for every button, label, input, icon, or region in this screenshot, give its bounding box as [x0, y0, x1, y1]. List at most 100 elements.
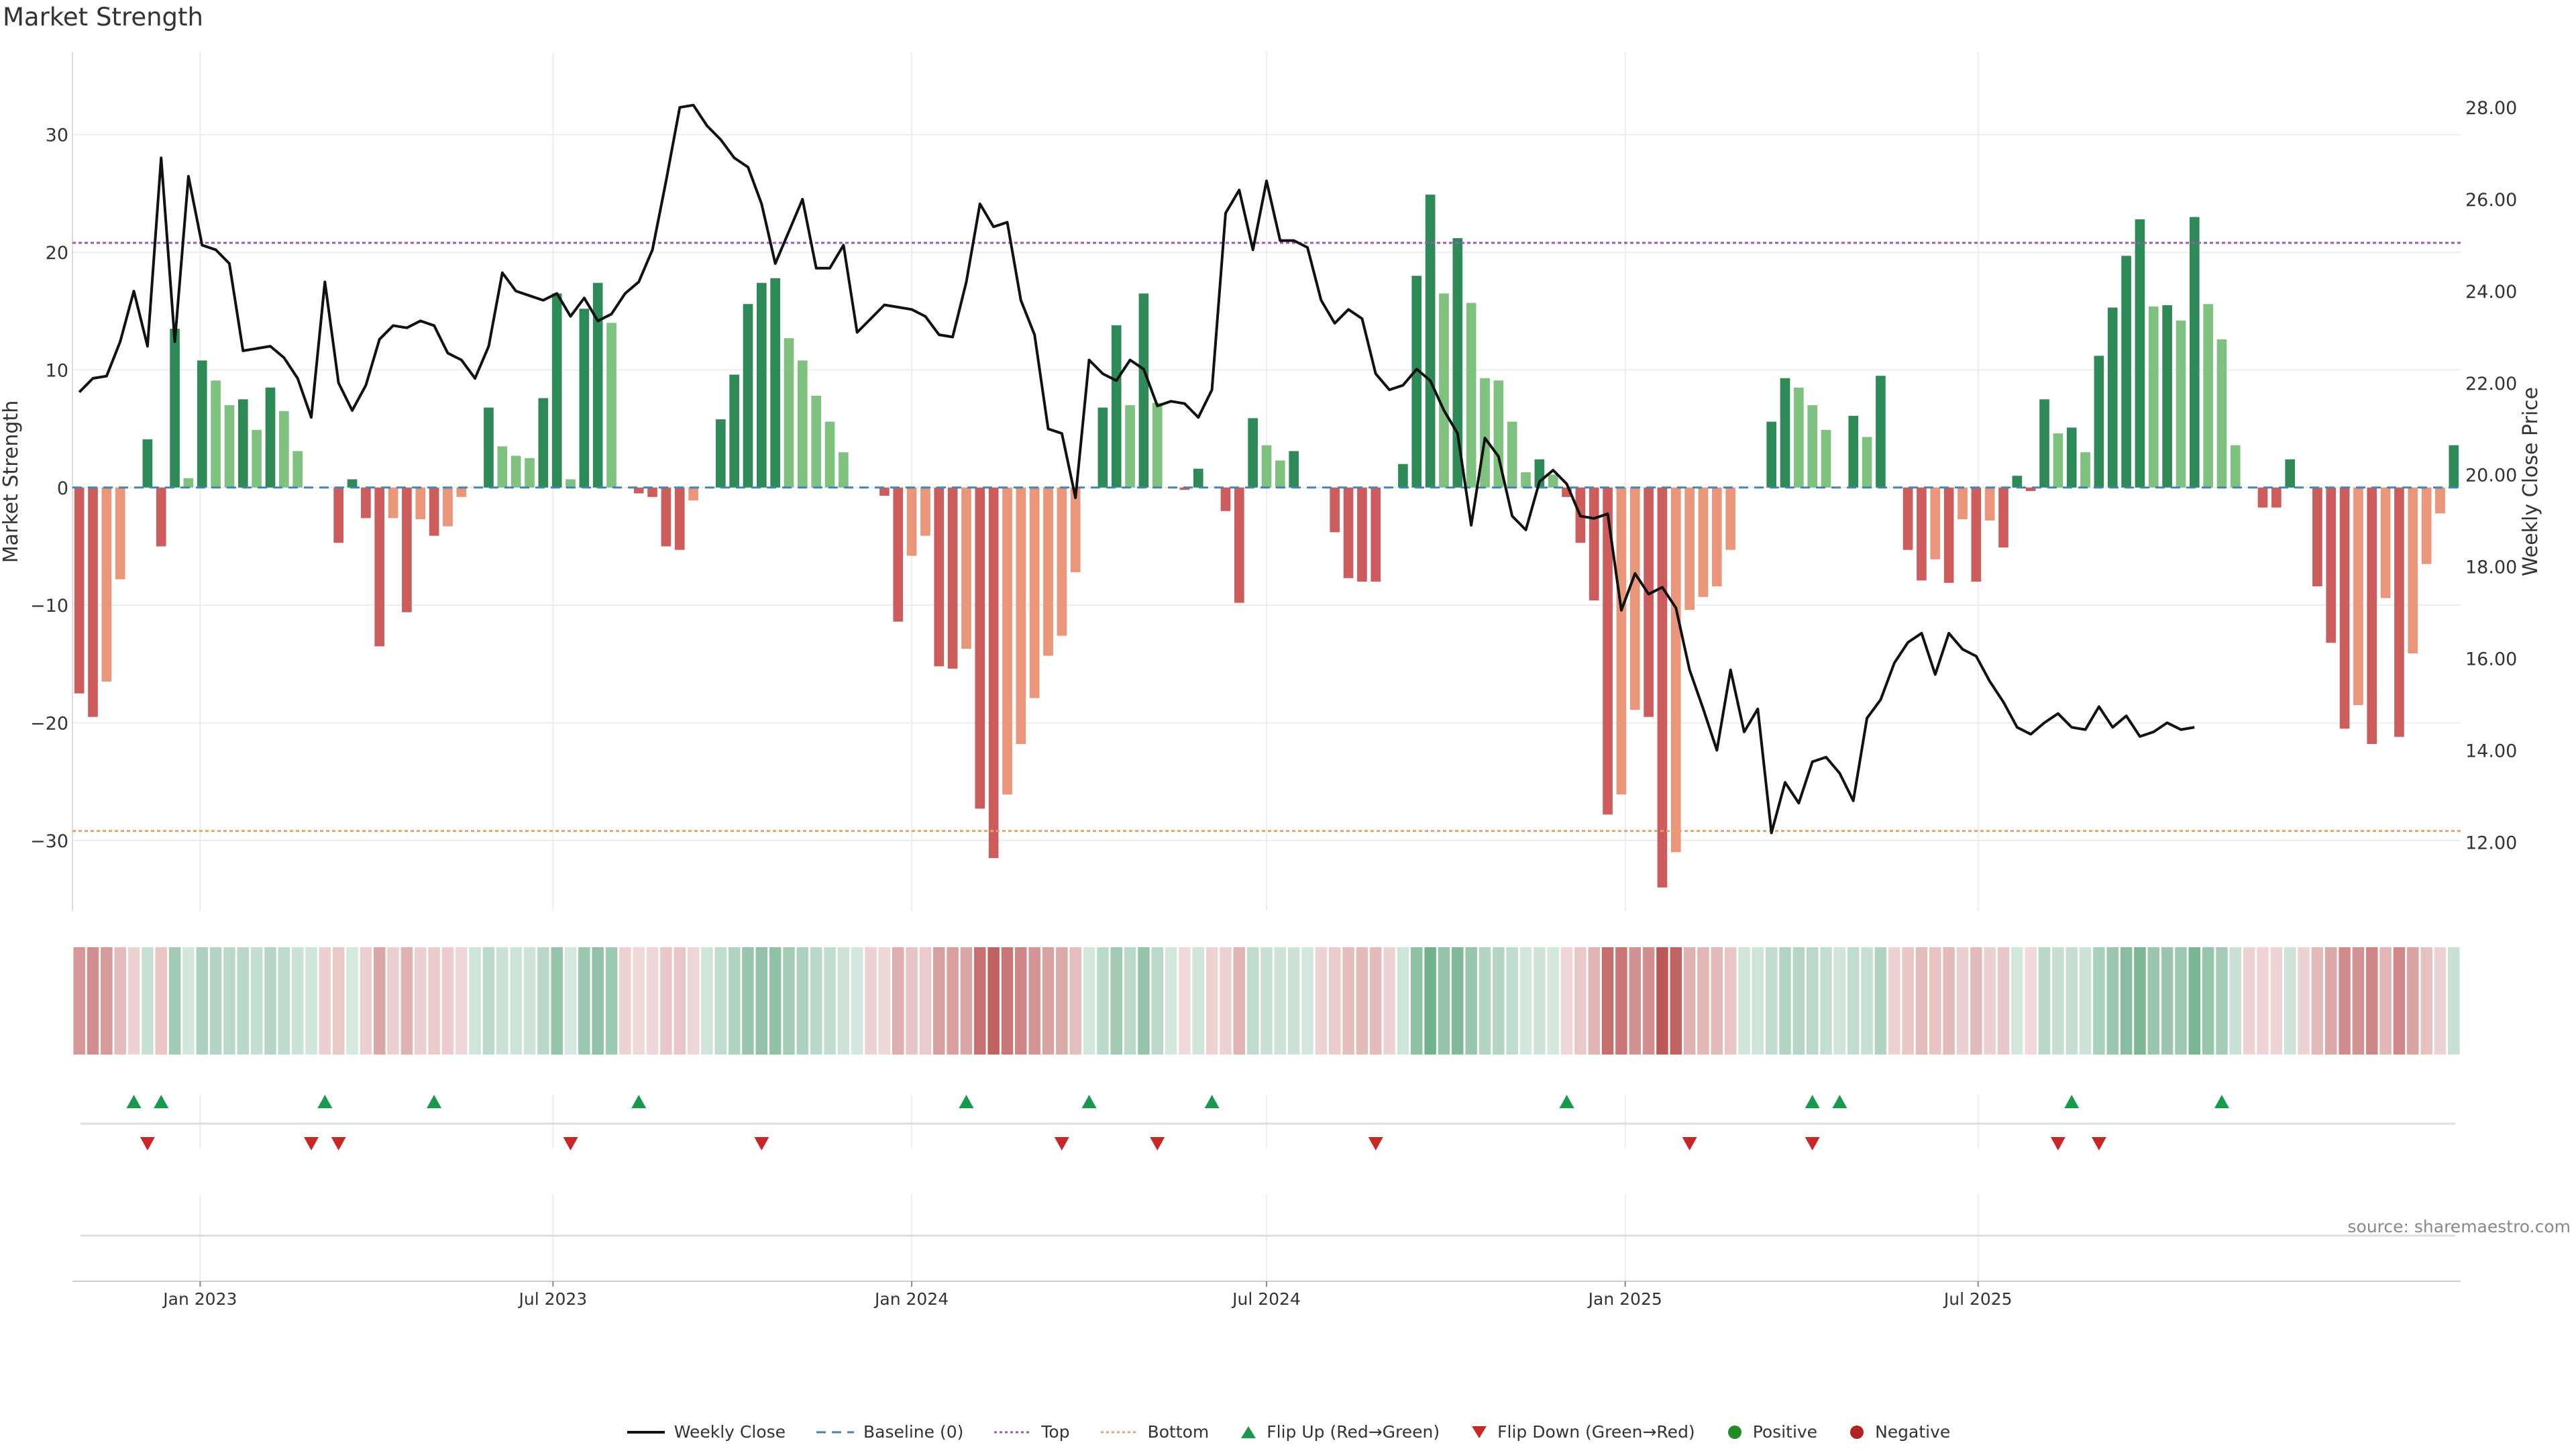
flip-down-marker	[1054, 1137, 1069, 1150]
legend-item-baseline[interactable]: Baseline (0)	[815, 1422, 963, 1442]
legend-item-negative[interactable]: Negative	[1847, 1422, 1950, 1442]
strength-bar	[2353, 487, 2363, 706]
flip-down-marker	[140, 1137, 155, 1150]
heat-cell	[2379, 947, 2392, 1055]
flip-up-marker	[1832, 1095, 1847, 1108]
heat-cell	[919, 947, 932, 1055]
y-tick-label: 0	[57, 478, 68, 499]
heat-cell	[1042, 947, 1055, 1055]
strength-bar	[1016, 487, 1026, 745]
heat-cell	[1847, 947, 1860, 1055]
strength-bar	[1657, 487, 1668, 888]
strength-bar	[142, 439, 153, 488]
heat-cell	[1929, 947, 1941, 1055]
legend-item-positive[interactable]: Positive	[1725, 1422, 1817, 1442]
strength-bar	[361, 487, 371, 519]
heat-cell	[2216, 947, 2228, 1055]
heat-cell	[2147, 947, 2160, 1055]
heat-cell	[2106, 947, 2119, 1055]
heat-cell	[2448, 947, 2460, 1055]
heat-cell	[237, 947, 250, 1055]
heat-cell	[1083, 947, 1095, 1055]
legend-item-weekly-close[interactable]: Weekly Close	[626, 1422, 786, 1442]
strength-bar	[1603, 487, 1613, 815]
heat-cell	[332, 947, 345, 1055]
heat-cell	[1629, 947, 1642, 1055]
heat-cell	[1452, 947, 1464, 1055]
strength-bar	[2326, 487, 2337, 643]
strength-bar	[633, 487, 644, 494]
heat-cell	[1328, 947, 1341, 1055]
strength-bar	[1521, 472, 1531, 488]
heat-cell	[1246, 947, 1259, 1055]
heat-cell	[1752, 947, 1764, 1055]
heat-cell	[1738, 947, 1750, 1055]
heat-cell	[1711, 947, 1723, 1055]
heat-cell	[974, 947, 986, 1055]
strength-bar	[1371, 487, 1381, 582]
heat-cell	[1547, 947, 1559, 1055]
legend-item-flip-down[interactable]: Flip Down (Green→Red)	[1469, 1422, 1695, 1442]
legend: Weekly Close Baseline (0) Top Bottom Fli…	[0, 1422, 2576, 1442]
flip-up-marker	[1805, 1095, 1820, 1108]
heat-cell	[414, 947, 427, 1055]
heat-cell	[592, 947, 604, 1055]
heat-cell	[2270, 947, 2283, 1055]
strength-bar	[1029, 487, 1040, 698]
heat-cell	[2052, 947, 2064, 1055]
heat-cell	[155, 947, 167, 1055]
heat-cell	[2161, 947, 2174, 1055]
strength-bar	[2421, 487, 2432, 564]
heat-cell	[674, 947, 686, 1055]
heat-cell	[1861, 947, 1873, 1055]
legend-item-flip-up[interactable]: Flip Up (Red→Green)	[1238, 1422, 1440, 1442]
heat-cell	[660, 947, 672, 1055]
strength-bar	[429, 487, 439, 536]
strength-bar	[388, 487, 398, 519]
strength-bar	[1452, 238, 1463, 488]
strength-bar	[333, 487, 344, 543]
strength-bar	[1261, 445, 1272, 488]
strength-bar	[1644, 487, 1654, 717]
strength-bar	[2203, 304, 2213, 488]
heat-cell	[2243, 947, 2255, 1055]
strength-bar	[1917, 487, 1927, 581]
heat-cell	[1588, 947, 1600, 1055]
legend-item-top[interactable]: Top	[993, 1422, 1070, 1442]
legend-item-bottom[interactable]: Bottom	[1099, 1422, 1209, 1442]
heat-cell	[1670, 947, 1682, 1055]
strength-bar	[1589, 487, 1599, 601]
y-tick-label: −10	[30, 596, 68, 616]
strength-bar	[265, 387, 276, 488]
strength-bar	[2408, 487, 2418, 653]
heat-cell	[1642, 947, 1655, 1055]
heat-cell	[2366, 947, 2378, 1055]
heat-cell	[537, 947, 549, 1055]
heat-cell	[2079, 947, 2092, 1055]
strength-bar	[592, 282, 603, 488]
heat-cell	[1397, 947, 1409, 1055]
heat-cell	[1806, 947, 1819, 1055]
strength-bar	[1957, 487, 1968, 520]
flip-up-marker	[126, 1095, 142, 1108]
strength-bar	[497, 446, 508, 488]
flip-down-marker	[2091, 1137, 2106, 1150]
heat-cell	[2229, 947, 2242, 1055]
strength-bar	[1330, 487, 1340, 533]
heat-cell	[1915, 947, 1928, 1055]
heat-cell	[264, 947, 276, 1055]
flip-down-marker	[1368, 1137, 1383, 1150]
heat-cell	[1369, 947, 1382, 1055]
heat-cell	[182, 947, 195, 1055]
strength-bar	[934, 487, 945, 667]
strength-bar	[824, 421, 835, 488]
strength-bar	[484, 407, 494, 488]
heat-cell	[1683, 947, 1696, 1055]
heat-cell	[319, 947, 331, 1055]
heat-cell	[1615, 947, 1627, 1055]
heat-cell	[2339, 947, 2351, 1055]
heat-cell	[1015, 947, 1027, 1055]
strength-bar	[2039, 399, 2049, 488]
heat-cell	[1287, 947, 1300, 1055]
heat-cell	[73, 947, 85, 1055]
